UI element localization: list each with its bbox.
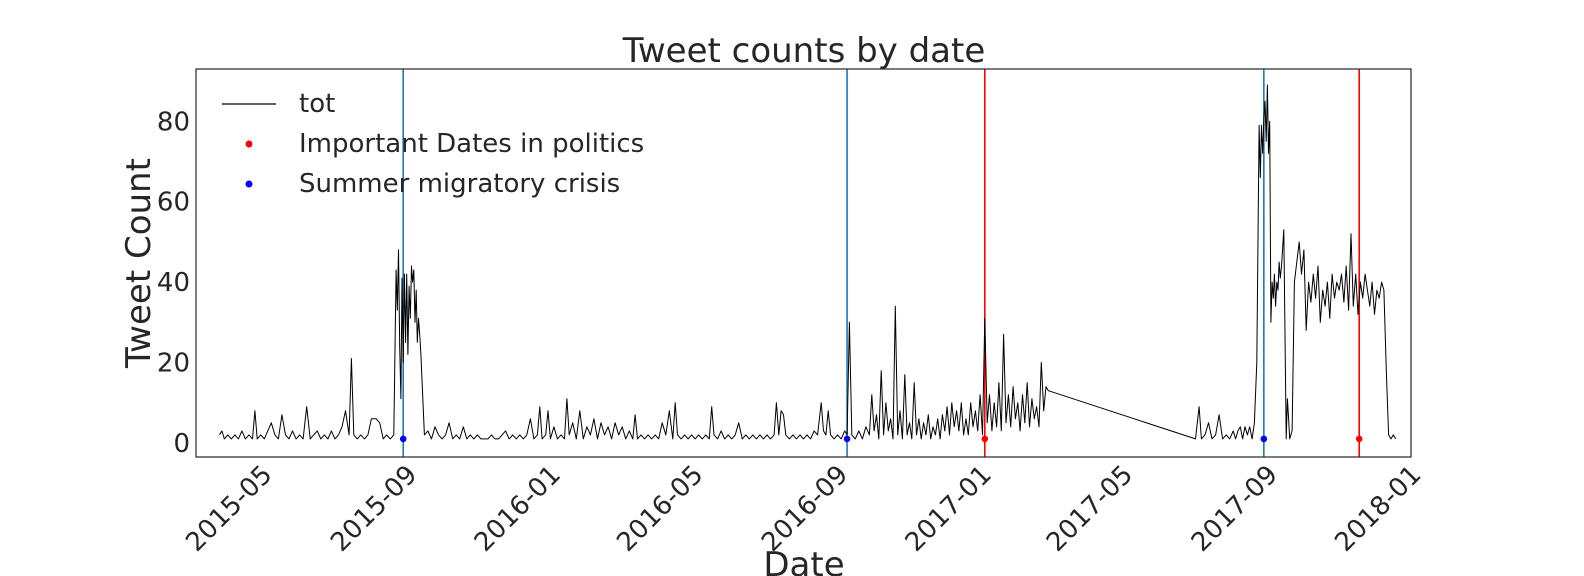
event-markers: [399, 435, 1363, 443]
x-tick-label: 2015-09: [325, 460, 423, 558]
x-tick-label: 2018-01: [1329, 460, 1427, 558]
plot-series: [219, 84, 1397, 440]
y-axis-ticks: 0 20 40 60 80: [157, 107, 190, 459]
y-axis-label: Tweet Count: [119, 158, 159, 369]
x-tick-label: 2016-05: [611, 460, 709, 558]
marker-1-1: [843, 435, 851, 443]
y-tick-label: 20: [157, 349, 190, 379]
x-tick-label: 2015-05: [180, 460, 278, 558]
x-tick-label: 2017-09: [1186, 460, 1284, 558]
y-tick-label: 60: [157, 188, 190, 218]
legend-label: Summer migratory crisis: [299, 169, 620, 199]
legend-marker: [245, 180, 253, 188]
x-axis-label: Date: [763, 545, 844, 576]
chart-title: Tweet counts by date: [622, 31, 986, 71]
x-axis-ticks: 2015-05 2015-09 2016-01 2016-05 2016-09 2017-…: [180, 460, 1427, 558]
legend-marker: [245, 140, 253, 148]
y-tick-label: 80: [157, 107, 190, 137]
event-lines: [402, 69, 1360, 457]
x-tick-label: 2017-01: [900, 460, 998, 558]
marker-1-0: [399, 435, 407, 443]
marker-0-1: [1355, 435, 1363, 443]
legend-label: tot: [299, 89, 335, 119]
legend: tot Important Dates in politics Summer mig…: [222, 89, 644, 199]
y-tick-label: 40: [157, 268, 190, 298]
x-tick-label: 2017-05: [1041, 460, 1139, 558]
marker-0-0: [981, 435, 989, 443]
plot-frame: [195, 68, 1412, 458]
legend-label: Important Dates in politics: [299, 129, 644, 159]
y-tick-label: 0: [173, 429, 190, 459]
x-tick-label: 2016-01: [469, 460, 567, 558]
marker-1-2: [1260, 435, 1268, 443]
series-line-tot: [219, 84, 1397, 440]
x-tick-label: 2016-09: [756, 460, 854, 558]
